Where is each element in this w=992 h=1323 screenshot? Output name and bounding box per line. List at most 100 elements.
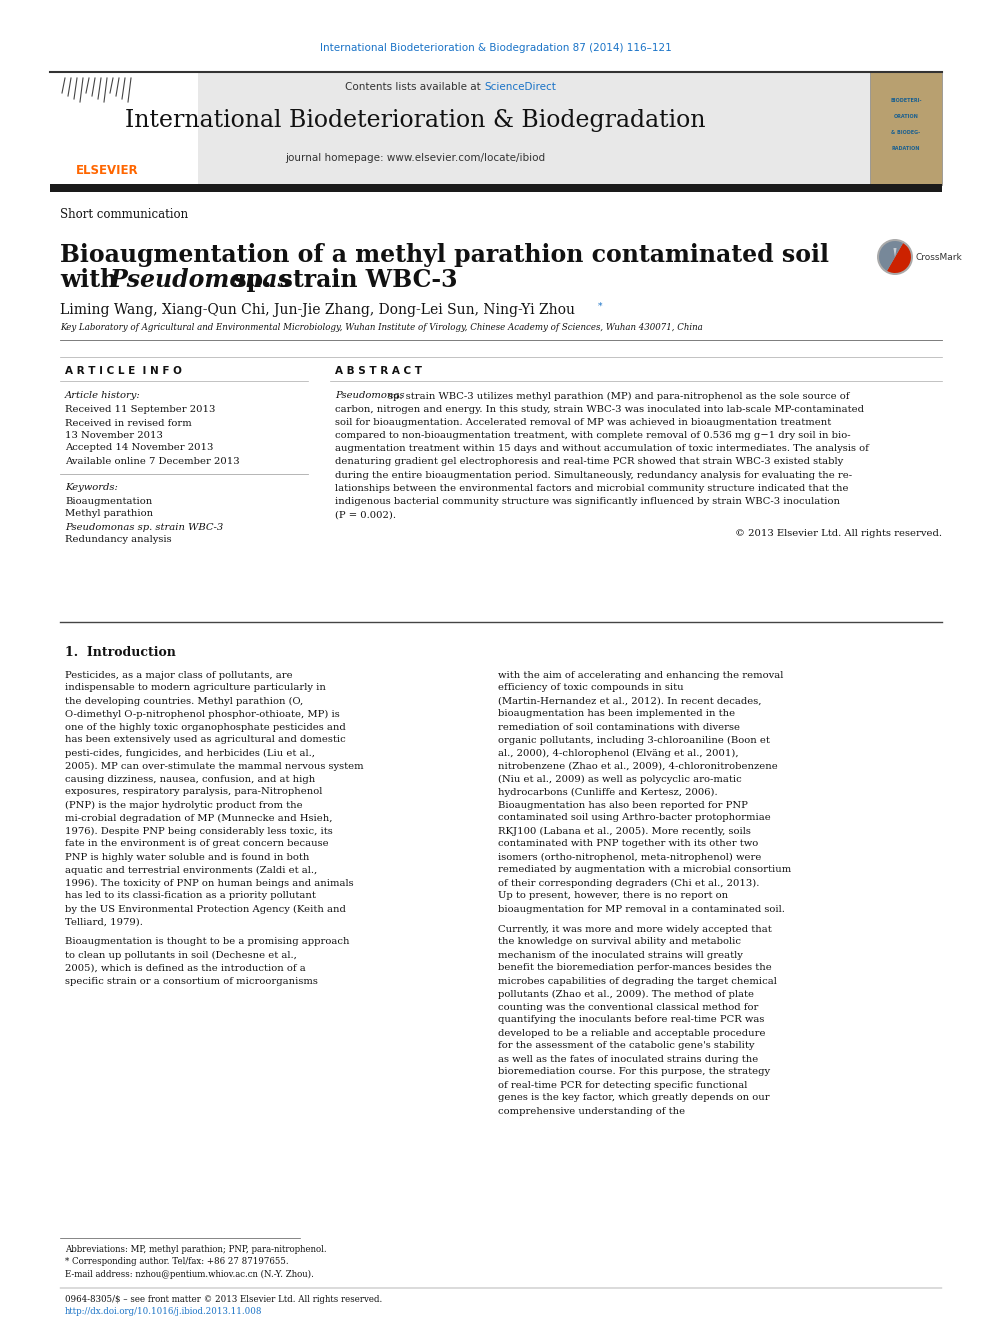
Text: RADATION: RADATION	[892, 146, 921, 151]
Text: Contents lists available at: Contents lists available at	[345, 82, 484, 93]
Text: Received 11 September 2013: Received 11 September 2013	[65, 406, 215, 414]
Text: carbon, nitrogen and energy. In this study, strain WBC-3 was inoculated into lab: carbon, nitrogen and energy. In this stu…	[335, 405, 864, 414]
Text: Up to present, however, there is no report on: Up to present, however, there is no repo…	[498, 892, 728, 901]
Text: 1996). The toxicity of PNP on human beings and animals: 1996). The toxicity of PNP on human bein…	[65, 878, 353, 888]
Text: ORATION: ORATION	[894, 114, 919, 119]
Text: Bioaugmentation of a methyl parathion contaminated soil: Bioaugmentation of a methyl parathion co…	[60, 243, 829, 267]
Text: has led to its classi-fication as a priority pollutant: has led to its classi-fication as a prio…	[65, 892, 315, 901]
Text: fate in the environment is of great concern because: fate in the environment is of great conc…	[65, 840, 328, 848]
Text: by the US Environmental Protection Agency (Keith and: by the US Environmental Protection Agenc…	[65, 905, 346, 914]
Text: pollutants (Zhao et al., 2009). The method of plate: pollutants (Zhao et al., 2009). The meth…	[498, 990, 754, 999]
Text: nitrobenzene (Zhao et al., 2009), 4-chloronitrobenzene: nitrobenzene (Zhao et al., 2009), 4-chlo…	[498, 762, 778, 770]
Text: genes is the key factor, which greatly depends on our: genes is the key factor, which greatly d…	[498, 1094, 770, 1102]
Text: Redundancy analysis: Redundancy analysis	[65, 536, 172, 545]
Text: aquatic and terrestrial environments (Zaldi et al.,: aquatic and terrestrial environments (Za…	[65, 865, 317, 875]
Text: Pseudomonas: Pseudomonas	[110, 269, 292, 292]
Text: bioremediation course. For this purpose, the strategy: bioremediation course. For this purpose,…	[498, 1068, 770, 1077]
Text: indigenous bacterial community structure was significantly influenced by strain : indigenous bacterial community structure…	[335, 497, 840, 507]
Text: sp. strain WBC-3: sp. strain WBC-3	[225, 269, 457, 292]
Text: mi-crobial degradation of MP (Munnecke and Hsieh,: mi-crobial degradation of MP (Munnecke a…	[65, 814, 332, 823]
Text: with the aim of accelerating and enhancing the removal: with the aim of accelerating and enhanci…	[498, 671, 784, 680]
Text: bioaugmentation for MP removal in a contaminated soil.: bioaugmentation for MP removal in a cont…	[498, 905, 785, 913]
Text: during the entire bioaugmentation period. Simultaneously, redundancy analysis fo: during the entire bioaugmentation period…	[335, 471, 852, 480]
Text: counting was the conventional classical method for: counting was the conventional classical …	[498, 1003, 758, 1012]
Text: 2005), which is defined as the introduction of a: 2005), which is defined as the introduct…	[65, 963, 306, 972]
Text: A R T I C L E  I N F O: A R T I C L E I N F O	[65, 366, 182, 376]
Text: organic pollutants, including 3-chloroaniline (Boon et: organic pollutants, including 3-chloroan…	[498, 736, 770, 745]
Text: soil for bioaugmentation. Accelerated removal of MP was achieved in bioaugmentat: soil for bioaugmentation. Accelerated re…	[335, 418, 831, 427]
Text: Accepted 14 November 2013: Accepted 14 November 2013	[65, 443, 213, 452]
Text: hydrocarbons (Cunliffe and Kertesz, 2006).: hydrocarbons (Cunliffe and Kertesz, 2006…	[498, 787, 717, 796]
Text: * Corresponding author. Tel/fax: +86 27 87197655.: * Corresponding author. Tel/fax: +86 27 …	[65, 1257, 289, 1266]
Text: compared to non-bioaugmentation treatment, with complete removal of 0.536 mg g−1: compared to non-bioaugmentation treatmen…	[335, 431, 850, 441]
Text: International Biodeterioration & Biodegradation 87 (2014) 116–121: International Biodeterioration & Biodegr…	[320, 44, 672, 53]
Text: E-mail address: nzhou@pentium.whiov.ac.cn (N.-Y. Zhou).: E-mail address: nzhou@pentium.whiov.ac.c…	[65, 1270, 313, 1278]
Text: 2005). MP can over-stimulate the mammal nervous system: 2005). MP can over-stimulate the mammal …	[65, 762, 364, 770]
Text: ScienceDirect: ScienceDirect	[484, 82, 556, 93]
Text: of real-time PCR for detecting specific functional: of real-time PCR for detecting specific …	[498, 1081, 747, 1090]
Text: augmentation treatment within 15 days and without accumulation of toxic intermed: augmentation treatment within 15 days an…	[335, 445, 869, 454]
Text: quantifying the inoculants before real-time PCR was: quantifying the inoculants before real-t…	[498, 1016, 765, 1024]
Text: (Martin-Hernandez et al., 2012). In recent decades,: (Martin-Hernandez et al., 2012). In rece…	[498, 696, 762, 705]
Text: microbes capabilities of degrading the target chemical: microbes capabilities of degrading the t…	[498, 976, 777, 986]
Text: the knowledge on survival ability and metabolic: the knowledge on survival ability and me…	[498, 938, 741, 946]
Text: Bioaugmentation is thought to be a promising approach: Bioaugmentation is thought to be a promi…	[65, 938, 349, 946]
Text: contaminated soil using Arthro-bacter protophormiae: contaminated soil using Arthro-bacter pr…	[498, 814, 771, 823]
Text: efficiency of toxic compounds in situ: efficiency of toxic compounds in situ	[498, 684, 683, 692]
Text: Pesticides, as a major class of pollutants, are: Pesticides, as a major class of pollutan…	[65, 671, 293, 680]
Text: O-dimethyl O-p-nitrophenol phosphor-othioate, MP) is: O-dimethyl O-p-nitrophenol phosphor-othi…	[65, 709, 339, 718]
Text: contaminated with PNP together with its other two: contaminated with PNP together with its …	[498, 840, 758, 848]
Bar	[870, 71, 942, 185]
Text: one of the highly toxic organophosphate pesticides and: one of the highly toxic organophosphate …	[65, 722, 346, 732]
Text: exposures, respiratory paralysis, para-Nitrophenol: exposures, respiratory paralysis, para-N…	[65, 787, 322, 796]
Text: the developing countries. Methyl parathion (O,: the developing countries. Methyl parathi…	[65, 696, 304, 705]
Text: A B S T R A C T: A B S T R A C T	[335, 366, 422, 376]
Text: Key Laboratory of Agricultural and Environmental Microbiology, Wuhan Institute o: Key Laboratory of Agricultural and Envir…	[60, 324, 702, 332]
Text: as well as the fates of inoculated strains during the: as well as the fates of inoculated strai…	[498, 1054, 758, 1064]
Text: ELSEVIER: ELSEVIER	[76, 164, 139, 176]
Text: sp. strain WBC-3 utilizes methyl parathion (MP) and para-nitrophenol as the sole: sp. strain WBC-3 utilizes methyl parathi…	[385, 392, 849, 401]
Text: Article history:: Article history:	[65, 392, 141, 401]
Text: Keywords:: Keywords:	[65, 483, 118, 492]
Text: specific strain or a consortium of microorganisms: specific strain or a consortium of micro…	[65, 976, 317, 986]
Text: Available online 7 December 2013: Available online 7 December 2013	[65, 456, 240, 466]
Text: Short communication: Short communication	[60, 209, 188, 221]
Text: causing dizziness, nausea, confusion, and at high: causing dizziness, nausea, confusion, an…	[65, 774, 315, 783]
Text: mechanism of the inoculated strains will greatly: mechanism of the inoculated strains will…	[498, 950, 743, 959]
Wedge shape	[887, 243, 911, 273]
Text: (PNP) is the major hydrolytic product from the: (PNP) is the major hydrolytic product fr…	[65, 800, 303, 810]
Text: isomers (ortho-nitrophenol, meta-nitrophenol) were: isomers (ortho-nitrophenol, meta-nitroph…	[498, 852, 762, 861]
Text: Pseudomonas sp. strain WBC-3: Pseudomonas sp. strain WBC-3	[65, 523, 223, 532]
Text: Received in revised form: Received in revised form	[65, 418, 191, 427]
Text: remediation of soil contaminations with diverse: remediation of soil contaminations with …	[498, 722, 740, 732]
Text: Currently, it was more and more widely accepted that: Currently, it was more and more widely a…	[498, 925, 772, 934]
Text: 1.  Introduction: 1. Introduction	[65, 646, 176, 659]
Text: bioaugmentation has been implemented in the: bioaugmentation has been implemented in …	[498, 709, 735, 718]
Text: Bioaugmentation: Bioaugmentation	[65, 496, 152, 505]
Wedge shape	[894, 247, 897, 257]
Text: (Niu et al., 2009) as well as polycyclic aro-matic: (Niu et al., 2009) as well as polycyclic…	[498, 774, 742, 783]
Text: 13 November 2013: 13 November 2013	[65, 430, 163, 439]
Text: Methyl parathion: Methyl parathion	[65, 509, 153, 519]
Text: for the assessment of the catabolic gene's stability: for the assessment of the catabolic gene…	[498, 1041, 755, 1050]
Text: 0964-8305/$ – see front matter © 2013 Elsevier Ltd. All rights reserved.: 0964-8305/$ – see front matter © 2013 El…	[65, 1295, 382, 1304]
Text: of their corresponding degraders (Chi et al., 2013).: of their corresponding degraders (Chi et…	[498, 878, 759, 888]
Text: al., 2000), 4-chlorophenol (Elväng et al., 2001),: al., 2000), 4-chlorophenol (Elväng et al…	[498, 749, 739, 758]
Text: CrossMark: CrossMark	[916, 253, 963, 262]
Bar	[50, 184, 942, 192]
Text: Liming Wang, Xiang-Qun Chi, Jun-Jie Zhang, Dong-Lei Sun, Ning-Yi Zhou: Liming Wang, Xiang-Qun Chi, Jun-Jie Zhan…	[60, 303, 575, 318]
Text: RKJ100 (Labana et al., 2005). More recently, soils: RKJ100 (Labana et al., 2005). More recen…	[498, 827, 751, 836]
Text: benefit the bioremediation perfor-mances besides the: benefit the bioremediation perfor-mances…	[498, 963, 772, 972]
Text: & BIODEG-: & BIODEG-	[892, 130, 921, 135]
Text: http://dx.doi.org/10.1016/j.ibiod.2013.11.008: http://dx.doi.org/10.1016/j.ibiod.2013.1…	[65, 1307, 263, 1316]
Text: Pseudomonas: Pseudomonas	[335, 392, 405, 401]
Text: has been extensively used as agricultural and domestic: has been extensively used as agricultura…	[65, 736, 346, 745]
Text: © 2013 Elsevier Ltd. All rights reserved.: © 2013 Elsevier Ltd. All rights reserved…	[735, 529, 942, 538]
Text: remediated by augmentation with a microbial consortium: remediated by augmentation with a microb…	[498, 865, 792, 875]
Bar	[50, 71, 198, 185]
Wedge shape	[879, 241, 903, 271]
Text: (P = 0.002).: (P = 0.002).	[335, 511, 396, 520]
Text: with: with	[60, 269, 126, 292]
Bar	[50, 71, 942, 185]
Text: developed to be a reliable and acceptable procedure: developed to be a reliable and acceptabl…	[498, 1028, 766, 1037]
